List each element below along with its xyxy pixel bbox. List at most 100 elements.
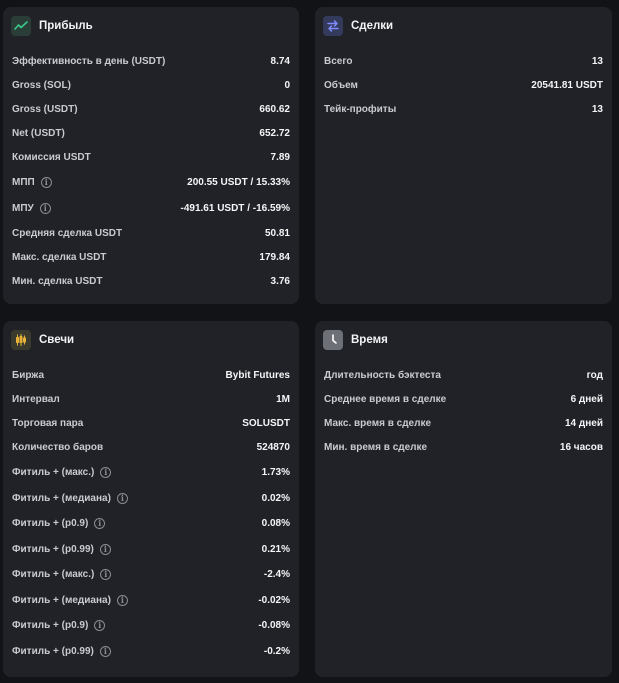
- profit-row: Gross (SOL) 0: [12, 76, 290, 94]
- candles-row: Фитиль + (медиана) i 0.02%: [12, 489, 290, 507]
- row-label-text: Фитиль + (медиана): [12, 492, 111, 504]
- profit-header: Прибыль: [11, 16, 93, 36]
- time-row-label: Среднее время в сделке: [324, 394, 446, 405]
- profit-row-label: Комиссия USDT: [12, 152, 91, 163]
- time-card: Время Длительность бэктеста год Среднее вр…: [315, 321, 612, 677]
- row-label-text: Gross (SOL): [12, 79, 71, 91]
- deals-row-label: Всего: [324, 56, 353, 67]
- row-label-text: Эффективность в день (USDT): [12, 55, 166, 67]
- clock-icon: [323, 330, 343, 350]
- candles-row-label: Биржа: [12, 370, 44, 381]
- profit-row-value: -491.61 USDT / -16.59%: [180, 202, 291, 214]
- profit-title: Прибыль: [39, 20, 93, 32]
- candles-row-value: 0.02%: [261, 492, 290, 504]
- candles-row: Фитиль + (p0.9) i -0.08%: [12, 616, 290, 634]
- candles-row-value: 0.21%: [261, 543, 290, 555]
- row-label-text: Всего: [324, 55, 353, 67]
- profit-row-value: 200.55 USDT / 15.33%: [187, 176, 290, 188]
- profit-row-label: Gross (USDT): [12, 104, 78, 115]
- candles-row-value: -2.4%: [263, 568, 290, 580]
- profit-row: Мин. сделка USDT 3.76: [12, 272, 290, 290]
- deals-card: Сделки Всего 13 Объем 20541.81 USDT Тейк-про…: [315, 7, 612, 304]
- candles-title: Свечи: [39, 334, 75, 346]
- row-label-text: Макс. сделка USDT: [12, 251, 107, 263]
- deals-row: Тейк-профиты 13: [324, 100, 603, 118]
- candles-row-value: 1.73%: [261, 466, 290, 478]
- info-icon[interactable]: i: [116, 594, 128, 606]
- info-icon[interactable]: i: [39, 202, 51, 214]
- profit-row: Комиссия USDT 7.89: [12, 148, 290, 166]
- candles-row-value: Bybit Futures: [225, 369, 290, 381]
- profit-row-value: 0: [284, 79, 290, 91]
- candles-row-label: Фитиль + (p0.9) i: [12, 619, 106, 631]
- trend-chart-icon: [11, 16, 31, 36]
- row-label-text: МПП: [12, 176, 35, 188]
- candles-row: Торговая пара SOLUSDT: [12, 414, 290, 432]
- candles-row: Биржа Bybit Futures: [12, 366, 290, 384]
- row-label-text: Net (USDT): [12, 127, 65, 139]
- candles-row-value: 0.08%: [261, 517, 290, 529]
- info-icon[interactable]: i: [40, 176, 52, 188]
- info-icon[interactable]: i: [94, 517, 106, 529]
- profit-row-label: Gross (SOL): [12, 80, 71, 91]
- time-row-value: 6 дней: [570, 393, 603, 405]
- profit-row: Gross (USDT) 660.62: [12, 100, 290, 118]
- row-label-text: Фитиль + (макс.): [12, 568, 95, 580]
- profit-row: Net (USDT) 652.72: [12, 124, 290, 142]
- candles-row: Количество баров 524870: [12, 438, 290, 456]
- profit-row-label: Мин. сделка USDT: [12, 276, 102, 287]
- candles-row: Интервал 1M: [12, 390, 290, 408]
- time-row-value: 16 часов: [559, 441, 603, 453]
- time-row: Мин. время в сделке 16 часов: [324, 438, 603, 456]
- time-row: Длительность бэктеста год: [324, 366, 603, 384]
- info-icon[interactable]: i: [99, 645, 111, 657]
- profit-row: Средняя сделка USDT 50.81: [12, 224, 290, 242]
- candles-row-value: -0.08%: [258, 619, 290, 631]
- profit-row-label: Макс. сделка USDT: [12, 252, 106, 263]
- time-row-value: год: [586, 369, 603, 381]
- candles-row: Фитиль + (p0.99) i 0.21%: [12, 540, 290, 558]
- row-label-text: Фитиль + (макс.): [12, 466, 95, 478]
- time-row-label: Мин. время в сделке: [324, 442, 427, 453]
- profit-row: МПУ i -491.61 USDT / -16.59%: [12, 199, 290, 217]
- time-title: Время: [351, 334, 388, 346]
- info-icon[interactable]: i: [94, 619, 106, 631]
- deals-row-label: Объем: [324, 80, 358, 91]
- row-label-text: Интервал: [12, 393, 60, 405]
- candles-row-label: Торговая пара: [12, 418, 83, 429]
- profit-row: Эффективность в день (USDT) 8.74: [12, 52, 290, 70]
- row-label-text: Мин. сделка USDT: [12, 275, 103, 287]
- row-label-text: Торговая пара: [12, 417, 84, 429]
- candles-row: Фитиль + (макс.) i 1.73%: [12, 463, 290, 481]
- row-label-text: Фитиль + (медиана): [12, 594, 111, 606]
- info-icon[interactable]: i: [100, 466, 112, 478]
- row-label-text: Фитиль + (p0.99): [12, 645, 94, 657]
- deals-row: Объем 20541.81 USDT: [324, 76, 603, 94]
- profit-row-value: 7.89: [270, 151, 290, 163]
- candles-row-label: Фитиль + (медиана) i: [12, 492, 128, 504]
- deals-row-value: 20541.81 USDT: [531, 79, 603, 91]
- info-icon[interactable]: i: [100, 568, 112, 580]
- profit-row-label: Средняя сделка USDT: [12, 228, 122, 239]
- row-label-text: Количество баров: [12, 441, 104, 453]
- profit-row-value: 179.84: [259, 251, 290, 263]
- profit-row-label: МПП i: [12, 176, 52, 188]
- candles-row: Фитиль + (медиана) i -0.02%: [12, 591, 290, 609]
- candles-row-value: 1M: [276, 393, 290, 405]
- profit-row-value: 50.81: [264, 227, 290, 239]
- candles-row-label: Фитиль + (p0.99) i: [12, 543, 111, 555]
- profit-row-value: 3.76: [270, 275, 290, 287]
- row-label-text: Среднее время в сделке: [324, 393, 447, 405]
- info-icon[interactable]: i: [116, 492, 128, 504]
- deals-header: Сделки: [323, 16, 393, 36]
- deals-row: Всего 13: [324, 52, 603, 70]
- profit-row-value: 660.62: [259, 103, 290, 115]
- row-label-text: Биржа: [12, 369, 45, 381]
- row-label-text: Объем: [324, 79, 358, 91]
- deals-row-label: Тейк-профиты: [324, 104, 396, 115]
- candles-row-label: Фитиль + (p0.9) i: [12, 517, 106, 529]
- swap-arrows-icon: [323, 16, 343, 36]
- profit-row-label: Net (USDT): [12, 128, 65, 139]
- info-icon[interactable]: i: [99, 543, 111, 555]
- row-label-text: Фитиль + (p0.9): [12, 517, 89, 529]
